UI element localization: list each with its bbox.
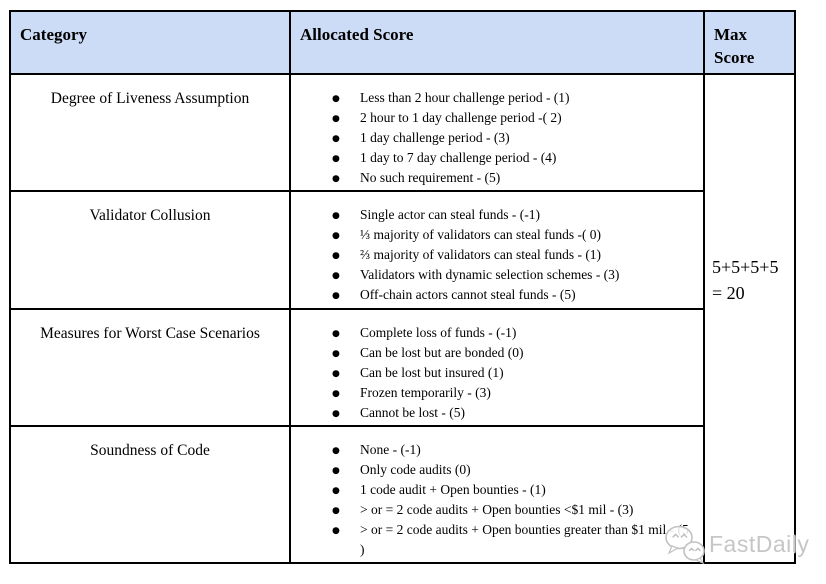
score-option: Only code audits (0) (332, 460, 691, 481)
score-options-list: Complete loss of funds - (-1) Can be los… (291, 310, 703, 424)
table-row: Measures for Worst Case Scenarios Comple… (9, 308, 795, 427)
score-options-list: None - (-1) Only code audits (0) 1 code … (291, 427, 703, 560)
header-allocated-score: Allocated Score (289, 10, 705, 75)
score-option: Single actor can steal funds - (-1) (332, 205, 691, 226)
score-option: None - (-1) (332, 440, 691, 461)
watermark-label: FastDaily (709, 530, 810, 557)
watermark: FastDaily (664, 524, 809, 564)
max-score-sum: 5+5+5+5 (712, 256, 779, 277)
allocated-score-cell: Complete loss of funds - (-1) Can be los… (289, 308, 705, 427)
category-validator-collusion: Validator Collusion (9, 190, 291, 310)
category-soundness-of-code: Soundness of Code (9, 425, 291, 564)
score-option: Can be lost but are bonded (0) (332, 343, 691, 364)
score-option: Frozen temporarily - (3) (332, 383, 691, 404)
score-option: Off-chain actors cannot steal funds - (5… (332, 285, 691, 306)
score-option: Cannot be lost - (5) (332, 403, 691, 424)
header-category: Category (9, 10, 291, 75)
score-option: Complete loss of funds - (-1) (332, 323, 691, 344)
score-option: > or = 2 code audits + Open bounties <$1… (332, 500, 691, 521)
header-row: Category Allocated Score Max Score (9, 10, 796, 75)
score-option: Less than 2 hour challenge period - (1) (332, 88, 691, 109)
table-row: Degree of Liveness Assumption Less than … (9, 73, 796, 564)
max-score-cell: 5+5+5+5 = 20 (703, 73, 796, 564)
score-option: 2 hour to 1 day challenge period -( 2) (332, 108, 691, 129)
score-option: 1 day to 7 day challenge period - (4) (332, 148, 691, 169)
table-row: Soundness of Code None - (-1) Only code … (9, 425, 795, 564)
score-options-list: Less than 2 hour challenge period - (1) … (291, 75, 703, 189)
allocated-score-cell: None - (-1) Only code audits (0) 1 code … (289, 425, 705, 564)
allocated-score-cell: Single actor can steal funds - (-1) ⅓ ma… (289, 190, 705, 310)
score-option: Validators with dynamic selection scheme… (332, 265, 691, 286)
score-option: 1 code audit + Open bounties - (1) (332, 480, 691, 501)
score-option: ⅔ majority of validators can steal funds… (332, 245, 691, 266)
category-liveness: Degree of Liveness Assumption (9, 73, 291, 192)
table-row: Validator Collusion Single actor can ste… (9, 190, 795, 310)
score-option: 1 day challenge period - (3) (332, 128, 691, 149)
wechat-icon (665, 525, 705, 564)
max-score-total: = 20 (712, 282, 745, 303)
score-option: ⅓ majority of validators can steal funds… (332, 225, 691, 246)
header-max-score: Max Score (703, 10, 796, 75)
score-options-list: Single actor can steal funds - (-1) ⅓ ma… (291, 192, 703, 306)
category-worst-case: Measures for Worst Case Scenarios (9, 308, 291, 427)
score-option: No such requirement - (5) (332, 168, 691, 189)
allocated-score-cell: Less than 2 hour challenge period - (1) … (289, 73, 705, 192)
score-option: Can be lost but insured (1) (332, 363, 691, 384)
score-option: > or = 2 code audits + Open bounties gre… (332, 520, 691, 560)
score-table: Category Allocated Score Max Score Degre… (9, 10, 796, 564)
